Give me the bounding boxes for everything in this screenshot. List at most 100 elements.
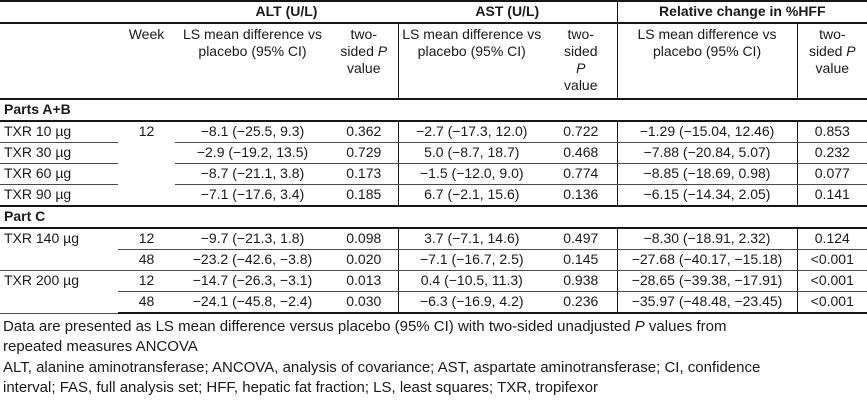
cell-alt-p: 0.362 [330,121,399,143]
cell-hff-ci: −28.65 (−39.38, −17.91) [616,270,798,292]
table-row-txr200-wk12: TXR 200 µg 12 −14.7 (−26.3, −3.1) 0.013 … [0,270,867,314]
cell-alt-p: 0.020 [330,249,399,271]
ls-header-line2: placebo (95% CI) [417,43,526,60]
table-footnote: Data are presented as LS mean difference… [0,314,867,399]
p-header-line3: value [815,60,850,77]
cell-alt-ci: −23.2 (−42.6, −3.8) [175,249,330,271]
cell-alt-ci: −8.7 (−21.1, 3.8) [175,163,330,185]
cell-hff-p: 0.124 [796,228,867,250]
cell-ast-ci: 3.7 (−7.1, 14.6) [397,228,546,250]
cell-alt-ci: −9.7 (−21.3, 1.8) [175,228,330,250]
cell-hff-ci: −27.68 (−40.17, −15.18) [616,249,798,271]
group-header-hff: Relative change in %HFF [616,0,867,24]
cell-alt-p: 0.729 [330,142,399,164]
group-header-ast: AST (U/L) [398,0,618,24]
group-header-spacer [0,0,175,24]
cell-ast-p: 0.145 [545,249,618,271]
col-header-week: Week [118,23,175,100]
group-header-row: ALT (U/L) AST (U/L) Relative change in %… [0,0,867,24]
col-header-hff-lsmean: LS mean difference vs placebo (95% CI) [616,23,798,100]
cell-week: 12 [118,228,175,250]
ls-header-line1: LS mean difference vs [402,26,542,42]
p-symbol: P [846,43,856,60]
cell-drug: TXR 140 µg [0,228,118,271]
cell-hff-ci: −7.88 (−20.84, 5.07) [616,142,798,164]
footnote-text: repeated measures ANCOVA [3,338,198,356]
footnote-text: ALT, alanine aminotransferase; ANCOVA, a… [3,358,761,376]
footnote-text: values from [644,318,727,335]
results-table: ALT (U/L) AST (U/L) Relative change in %… [0,0,867,314]
p-header-line3: value [347,60,381,77]
cell-drug: TXR 200 µg [0,270,118,314]
cell-ast-p: 0.722 [545,121,618,143]
cell-ast-ci: 6.7 (−2.1, 15.6) [397,184,546,206]
table-row-txr10: TXR 10 µg 12 −8.1 (−25.5, 9.3) 0.362 −2.… [0,121,867,207]
footnote-presentation: Data are presented as LS mean difference… [3,317,864,358]
p-symbol: P [634,318,645,335]
p-header-line1: two- [819,26,846,42]
cell-drug: TXR 10 µg [0,121,118,143]
p-symbol: P [377,43,388,60]
p-header-line3: value [564,77,598,94]
ls-header-line1: LS mean difference vs [637,26,777,42]
ls-header-line1: LS mean difference vs [182,26,323,42]
cell-hff-ci: −8.85 (−18.69, 0.98) [616,163,798,185]
cell-alt-ci: −8.1 (−25.5, 9.3) [175,121,330,143]
cell-alt-ci: −7.1 (−17.6, 3.4) [200,186,305,202]
cell-hff-ci: −6.15 (−14.34, 2.05) [616,184,798,206]
table-row-txr140-wk12: TXR 140 µg 12 −9.7 (−21.3, 1.8) 0.098 3.… [0,228,867,271]
cell-ast-p: 0.236 [545,291,618,314]
cell-ast-p: 0.136 [563,186,599,202]
group-header-alt: ALT (U/L) [175,0,399,24]
cell-hff-p: <0.001 [796,291,867,314]
cell-ast-p: 0.497 [545,228,618,250]
cell-ast-ci: −2.7 (−17.3, 12.0) [397,121,546,143]
cell-hff-p: 0.853 [796,121,867,143]
cell-week: 48 [118,249,175,271]
section-header-parts-ab: Parts A+B [0,98,867,122]
cell-alt-ci: −14.7 (−26.3, −3.1) [175,270,330,292]
cell-hff-p: <0.001 [796,249,867,271]
p-header-line1: two- [567,26,594,42]
p-header-line1: two- [350,26,377,42]
ls-header-line2: placebo (95% CI) [198,43,307,60]
table-row-txr90: TXR 90 µg −7.1 (−17.6, 3.4) 0.185 6.7 (−… [0,184,867,206]
cell-alt-p: 0.098 [330,228,399,250]
cell-alt-p: 0.173 [330,163,399,185]
cell-ast-p: 0.938 [545,270,618,292]
cell-week: 48 [118,291,175,314]
table-row-txr200-wk48: 48 −24.1 (−45.8, −2.4) 0.030 −6.3 (−16.9… [0,291,867,314]
section-label: Part C [0,205,867,229]
cell-hff-ci: −35.97 (−48.48, −23.45) [616,291,798,314]
p-header-line2: sided [808,43,843,60]
cell-hff-p: 0.232 [796,142,867,164]
cell-week: 12 [118,270,175,292]
cell-ast-ci: 0.4 (−10.5, 11.3) [397,270,546,292]
cell-alt-ci: −24.1 (−45.8, −2.4) [175,291,330,314]
table-row-txr140-wk48: 48 −23.2 (−42.6, −3.8) 0.020 −7.1 (−16.7… [0,249,867,271]
p-header-line2: sided [564,43,598,60]
cell-alt-p: 0.030 [330,291,399,314]
table-row-txr60: TXR 60 µg −8.7 (−21.1, 3.8) 0.173 −1.5 (… [0,163,867,185]
cell-hff-p: <0.001 [796,270,867,292]
ls-header-line2: placebo (95% CI) [652,43,762,60]
footnote-text: Data are presented as LS mean difference… [3,318,635,335]
cell-ast-ci: 5.0 (−8.7, 18.7) [397,142,546,164]
col-header-ast-lsmean: LS mean difference vs placebo (95% CI) [397,23,546,100]
cell-alt-p: 0.185 [346,186,382,202]
col-header-label-spacer [0,23,118,100]
cell-drug: TXR 30 µg [0,142,118,164]
footnote-abbreviations: ALT, alanine aminotransferase; ANCOVA, a… [3,358,864,399]
cell-hff-ci: −8.30 (−18.91, 2.32) [616,228,798,250]
p-symbol: P [576,60,586,77]
cell-drug: TXR 90 µg [4,186,72,202]
column-header-row: Week LS mean difference vs placebo (95% C… [0,23,867,100]
table-row-txr30: TXR 30 µg −2.9 (−19.2, 13.5) 0.729 5.0 (… [0,142,867,164]
col-header-alt-lsmean: LS mean difference vs placebo (95% CI) [175,23,330,100]
cell-week: 12 [118,121,175,207]
section-header-part-c: Part C [0,205,867,229]
cell-ast-ci: −7.1 (−16.7, 2.5) [397,249,546,271]
